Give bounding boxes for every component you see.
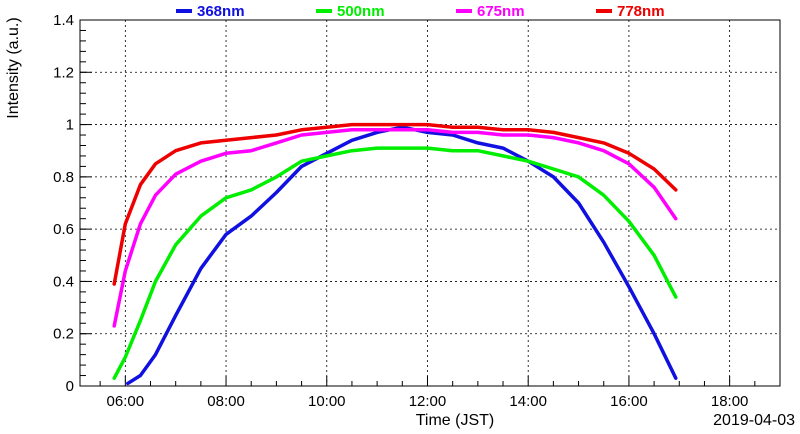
y-tick-label: 1.2 [53, 64, 74, 81]
x-tick-label: 10:00 [308, 393, 346, 410]
y-tick-label: 0.8 [53, 169, 74, 186]
x-tick-label: 12:00 [409, 393, 447, 410]
x-tick-label: 14:00 [509, 393, 547, 410]
x-axis-label: Time (JST) [416, 412, 495, 429]
y-axis-label: Intensity (a.u.) [5, 17, 22, 118]
y-tick-label: 0.4 [53, 273, 74, 290]
date-label: 2019-04-03 [713, 412, 795, 429]
series-line-500nm [112, 146, 678, 380]
legend-label: 675nm [477, 3, 525, 20]
plot-frame [79, 19, 781, 387]
y-tick-label: 0 [66, 378, 74, 395]
axes: 06:00 08:00 10:00 12:00 14:00 16:00 18:00 0 0.2 0… [53, 12, 781, 410]
y-tick-label: 1 [66, 117, 74, 134]
x-tick-label: 16:00 [610, 393, 648, 410]
series-group [112, 122, 678, 386]
series-line-675nm [112, 128, 678, 328]
x-tick-label: 18:00 [711, 393, 749, 410]
legend-label: 368nm [197, 3, 245, 20]
y-tick-label: 0.6 [53, 221, 74, 238]
x-tick-label: 06:00 [107, 393, 145, 410]
x-tick-label: 08:00 [207, 393, 245, 410]
legend-label: 778nm [617, 3, 665, 20]
series-line-778nm [112, 122, 678, 286]
legend-label: 500nm [337, 3, 385, 20]
legend: 368nm 500nm 675nm 778nm [176, 3, 665, 20]
y-tick-label: 1.4 [53, 12, 74, 29]
y-tick-label: 0.2 [53, 326, 74, 343]
